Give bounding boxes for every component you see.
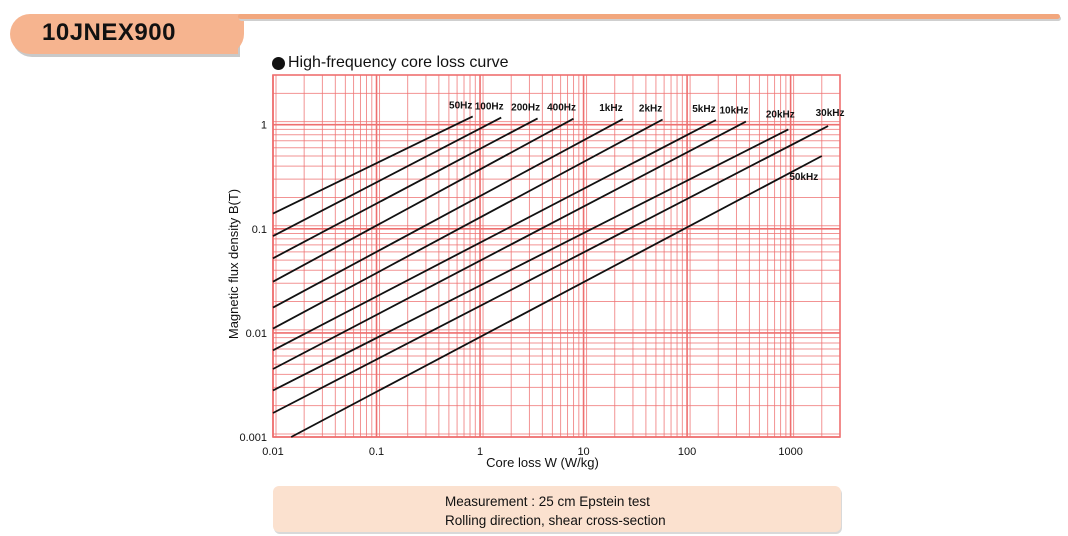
y-tick-label: 1 (261, 120, 267, 132)
series-label: 400Hz (547, 103, 576, 114)
series-line-30khz (272, 125, 829, 414)
chart-title-text: High-frequency core loss curve (288, 54, 509, 71)
series-label: 50kHz (789, 172, 818, 183)
series-line-100hz (272, 116, 502, 237)
series-label: 100Hz (475, 102, 504, 113)
x-axis-label: Core loss W (W/kg) (486, 455, 599, 470)
series-line-5khz (272, 119, 717, 352)
bullet-icon (272, 56, 285, 70)
series-line-50hz (272, 115, 474, 215)
header-tab-notch (222, 14, 244, 54)
series-line-20khz (272, 128, 789, 392)
series-line-200hz (272, 117, 539, 260)
series-label: 2kHz (639, 104, 662, 115)
y-axis-label: Magnetic flux density B(T) (226, 189, 241, 339)
x-tick-label: 0.1 (369, 446, 384, 458)
header-rule (238, 14, 1060, 19)
series-line-50khz (290, 155, 823, 438)
series-line-1khz (272, 118, 624, 309)
series-label: 1kHz (599, 103, 622, 114)
series-label: 20kHz (766, 109, 795, 120)
series-line-400hz (272, 117, 574, 283)
series-line-2khz (272, 118, 664, 330)
x-tick-label: 100 (678, 446, 696, 458)
chart-title: High-frequency core loss curve (272, 54, 509, 72)
series-label: 5kHz (692, 104, 715, 115)
x-tick-label: 1000 (778, 446, 802, 458)
series-label: 200Hz (511, 102, 540, 113)
note-line-2: Rolling direction, shear cross-section (445, 513, 666, 528)
series-line-10khz (272, 120, 747, 370)
note-line-1: Measurement : 25 cm Epstein test (445, 494, 650, 509)
x-tick-label: 1 (477, 446, 483, 458)
x-tick-label: 0.01 (262, 446, 283, 458)
plot-frame (272, 74, 841, 438)
series-label: 10kHz (719, 106, 748, 117)
model-title: 10JNEX900 (42, 19, 176, 46)
measurement-note: Measurement : 25 cm Epstein test Rolling… (273, 486, 841, 532)
y-tick-label: 0.1 (252, 224, 267, 236)
header-tab (10, 14, 238, 54)
y-tick-label: 0.01 (246, 328, 267, 340)
series-label: 30kHz (816, 108, 845, 119)
x-tick-label: 10 (577, 446, 589, 458)
y-tick-label: 0.001 (239, 432, 267, 444)
series-label: 50Hz (449, 100, 472, 111)
